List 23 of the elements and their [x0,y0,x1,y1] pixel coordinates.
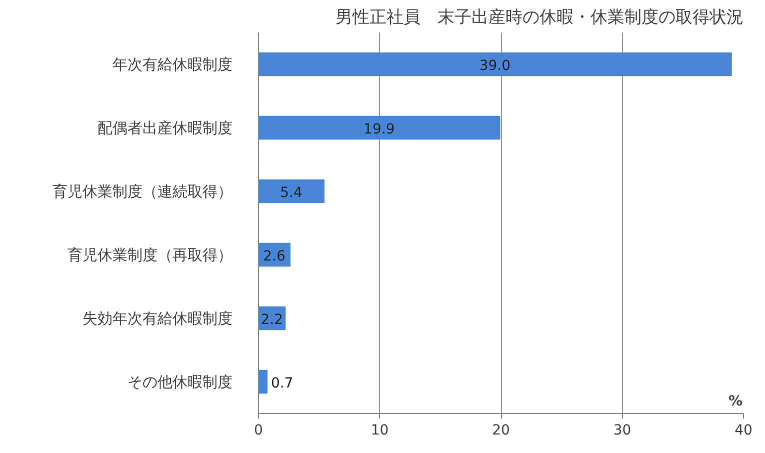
bar [258,179,324,204]
y-tick-label: 育児休業制度（再取得） [68,246,232,264]
x-axis-title: % [728,394,743,410]
x-tick-label: 0 [254,422,263,438]
chart-title: 男性正社員 末子出産時の休暇・休業制度の取得状況 [336,8,744,28]
y-tick-label: 育児休業制度（連続取得） [52,182,232,200]
data-label: 19.9 [364,121,395,138]
bar [258,52,732,76]
x-tick-label: 10 [370,422,389,438]
bar [258,370,268,394]
data-label: 5.4 [280,184,302,201]
y-tick-label: 配偶者出産休暇制度 [98,118,232,137]
data-label: 2.6 [263,248,286,264]
data-label: 0.7 [270,375,294,392]
x-tick-label: 30 [613,422,632,438]
y-tick-label: 年次有給休暇制度 [112,55,232,74]
x-tick-label: 40 [734,422,752,438]
y-tick-label: その他休暇制度 [128,372,232,391]
data-label: 2.2 [260,312,283,328]
bar [258,116,500,140]
data-label: 39.0 [479,58,511,74]
y-tick-label: 失効年次有給休暇制度 [82,309,232,328]
x-tick-label: 20 [492,422,510,438]
